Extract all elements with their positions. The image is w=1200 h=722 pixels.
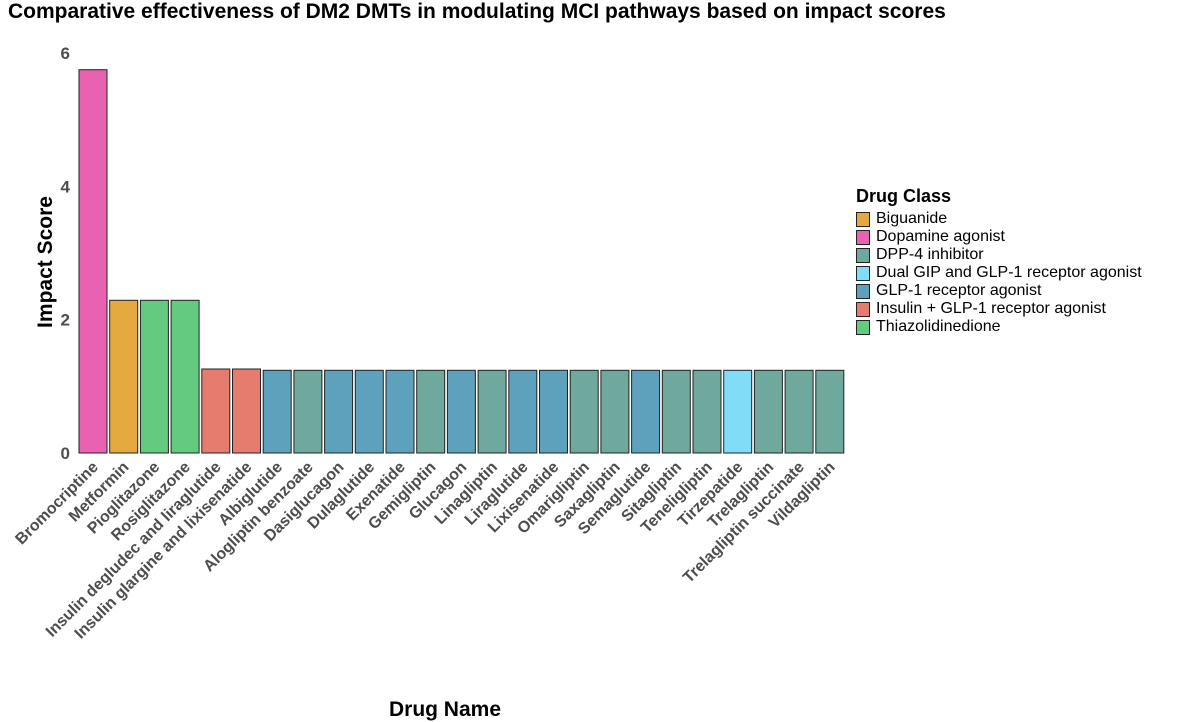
legend-label: DPP-4 inhibitor	[876, 246, 984, 263]
legend-item: GLP-1 receptor agonist	[856, 282, 1142, 300]
bar	[569, 369, 599, 454]
bar	[232, 368, 261, 454]
legend-swatch	[856, 265, 870, 281]
chart-title: Comparative effectiveness of DM2 DMTs in…	[8, 0, 946, 23]
legend-item: Thiazolidinedione	[856, 318, 1142, 336]
legend-label: Thiazolidinedione	[876, 318, 1001, 335]
y-tick-label: 4	[61, 177, 71, 196]
bar	[201, 368, 231, 454]
legend-label: Biguanide	[876, 210, 948, 227]
bar	[109, 299, 139, 454]
bar	[661, 369, 691, 454]
x-axis-title: Drug Name	[389, 698, 501, 721]
bar	[723, 369, 753, 454]
legend-title: Drug Class	[856, 186, 952, 206]
y-tick-label: 6	[61, 44, 70, 63]
legend-label: GLP-1 receptor agonist	[876, 282, 1042, 299]
bar	[753, 369, 783, 454]
y-tick-label: 0	[61, 444, 70, 463]
legend: Drug Class Biguanide Dopamine agonist DPP-…	[856, 186, 1142, 336]
bar	[78, 69, 108, 454]
bar	[446, 369, 476, 454]
y-tick-label: 2	[61, 311, 70, 330]
legend-swatch	[856, 211, 870, 227]
bar	[416, 369, 446, 454]
bar	[170, 299, 200, 454]
bar	[508, 369, 538, 454]
x-axis-ticks: BromocriptineMetforminPioglitazoneRosigl…	[12, 459, 838, 643]
bar	[600, 369, 630, 454]
bar	[631, 369, 661, 454]
bar	[477, 369, 507, 454]
bars	[78, 69, 845, 454]
bar	[385, 369, 415, 454]
bar	[324, 369, 354, 454]
legend-item: Dual GIP and GLP-1 receptor agonist	[856, 264, 1142, 282]
legend-item: Dopamine agonist	[856, 228, 1142, 246]
bar	[815, 369, 845, 454]
legend-items: Biguanide Dopamine agonist DPP-4 inhibitor…	[856, 210, 1142, 336]
bar	[293, 369, 323, 454]
bar	[262, 369, 292, 454]
legend-swatch	[856, 283, 870, 299]
legend-swatch	[856, 247, 870, 263]
bar	[354, 369, 384, 454]
legend-item: Insulin + GLP-1 receptor agonist	[856, 300, 1142, 318]
legend-swatch	[856, 229, 870, 245]
bar	[784, 369, 814, 454]
legend-item: DPP-4 inhibitor	[856, 246, 1142, 264]
y-axis-title: Impact Score	[34, 196, 57, 328]
y-axis-ticks: 0 2 4 6	[61, 44, 71, 463]
legend-label: Dual GIP and GLP-1 receptor agonist	[876, 264, 1142, 281]
bar	[539, 369, 568, 454]
legend-item: Biguanide	[856, 210, 1142, 228]
legend-label: Dopamine agonist	[876, 228, 1005, 245]
bar	[692, 369, 722, 454]
legend-swatch	[856, 301, 870, 317]
legend-swatch	[856, 319, 870, 335]
bar	[139, 299, 169, 454]
legend-label: Insulin + GLP-1 receptor agonist	[876, 300, 1106, 317]
